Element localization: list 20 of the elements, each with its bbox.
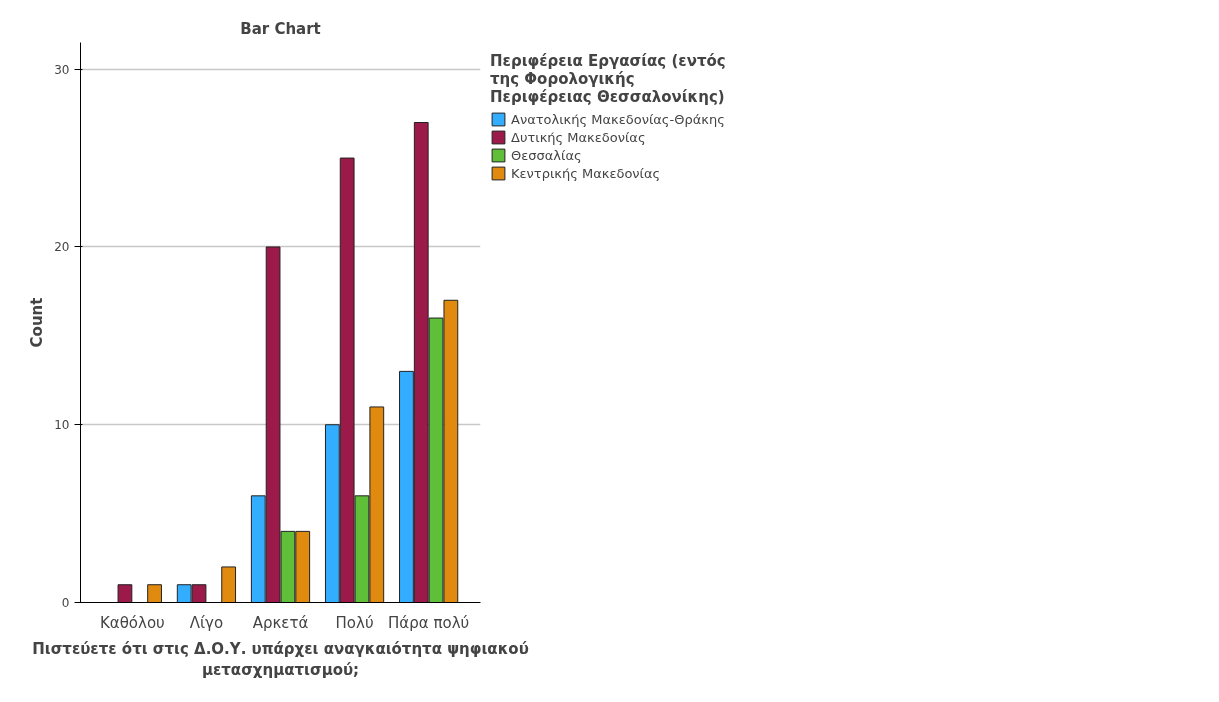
legend-label: Θεσσαλίας (511, 147, 582, 163)
bar (147, 584, 162, 603)
x-tick-label: Πολύ (335, 613, 374, 632)
legend-label: Δυτικής Μακεδονίας (511, 129, 646, 145)
x-tick-label: Καθόλου (99, 613, 165, 632)
legend-title: Περιφέρεια Εργασίας (εντός της Φορολογικής Περιφέρειας Θεσσαλονίκης) (490, 52, 726, 106)
chart-title: Bar Chart (240, 19, 321, 38)
y-tick-label: 10 (54, 418, 70, 433)
legend-label: Ανατολικής Μακεδονίας-Θράκης (511, 111, 725, 127)
y-axis-title: Count (28, 297, 47, 348)
x-axis-title: Πιστεύετε ότι στις Δ.Ο.Υ. υπάρχει αναγκαιότητα ψηφιακού μετασχηματισμού; (32, 639, 529, 680)
y-tick-label: 0 (61, 596, 70, 610)
x-tick-label: Λίγο (189, 613, 224, 632)
y-tick-label: 30 (54, 62, 70, 77)
y-tick-label: 20 (54, 240, 70, 255)
legend-label: Κεντρικής Μακεδονίας (511, 165, 661, 181)
x-tick-label: Πάρα πολύ (388, 613, 470, 632)
bar (117, 584, 133, 603)
x-tick-label: Αρκετά (252, 613, 309, 632)
bar (221, 566, 237, 603)
